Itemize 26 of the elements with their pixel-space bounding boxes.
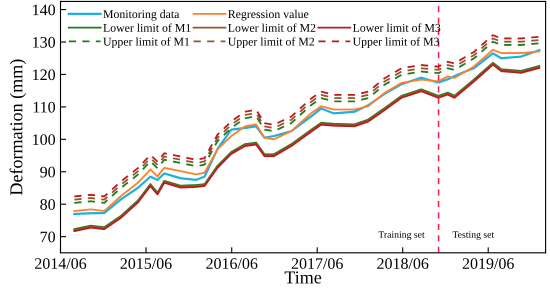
- legend-label: Lower limit of M1: [103, 23, 190, 32]
- y-tick-label: 120: [33, 69, 56, 80]
- annotation: Training set: [378, 231, 425, 240]
- x-tick-label: 2014/06: [35, 258, 86, 269]
- y-tick-label: 70: [40, 232, 56, 242]
- x-tick-label: 2016/06: [206, 258, 258, 269]
- x-tick-label: 2018/06: [377, 258, 428, 269]
- x-axis-title: Time: [284, 271, 322, 284]
- legend-label: Regression value: [228, 10, 308, 21]
- annotation: Testing set: [452, 231, 494, 240]
- y-tick-label: 140: [33, 4, 56, 16]
- y-tick-label: 90: [40, 166, 56, 178]
- legend-label: Monitoring data: [103, 10, 180, 21]
- legend-label: Lower limit of M2: [228, 23, 316, 32]
- legend-label: Upper limit of M3: [352, 37, 440, 48]
- legend-label: Lower limit of M3: [352, 23, 440, 32]
- y-axis-title: Deformation (mm): [10, 60, 26, 196]
- legend-label: Upper limit of M1: [103, 37, 190, 48]
- y-tick-label: 100: [33, 134, 56, 146]
- x-tick-label: 2017/06: [292, 258, 343, 269]
- x-tick-label: 2019/06: [462, 258, 514, 269]
- legend-label: Upper limit of M2: [228, 37, 314, 48]
- y-tick-label: 130: [33, 36, 56, 48]
- y-tick-label: 80: [40, 199, 56, 210]
- x-tick-label: 2015/06: [120, 258, 172, 269]
- y-tick-label: 110: [34, 102, 56, 113]
